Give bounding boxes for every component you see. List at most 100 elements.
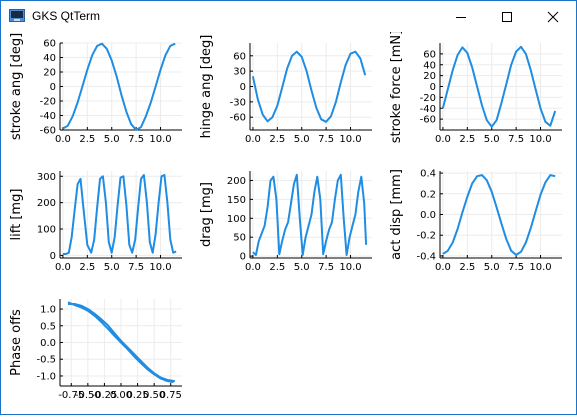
y-tick-label: 0 [240, 82, 246, 93]
y-tick-label: -40 [420, 104, 436, 115]
series-line [251, 50, 367, 123]
plot-5: 0.0 2.5 5.0 7.5 10.0 0 50 100 150 200 drag [mg] [199, 171, 372, 273]
y-tick-label: 100 [37, 225, 56, 236]
y-tick-label: 200 [227, 176, 246, 187]
y-tick-label: 0.4 [420, 169, 436, 180]
x-tick-label: 0.0 [245, 262, 261, 273]
y-axis-label: drag [mg] [199, 182, 214, 247]
plot-4: 0.0 2.5 5.0 7.5 10.0 0 100 200 300 lift [mg] [9, 171, 182, 273]
x-tick-label: 5.0 [484, 262, 500, 273]
y-tick-label: 200 [37, 198, 56, 209]
series-line [67, 301, 175, 383]
plot-7: -0.75-0.50-0.250.000.250.500.75 -1.0 -0.5 0… [9, 299, 182, 401]
y-axis-label: hinge ang [deg] [199, 35, 214, 139]
terminal-app-icon [9, 9, 25, 22]
window-title: GKS QtTerm [32, 9, 101, 23]
y-tick-label: 0 [50, 82, 56, 93]
y-tick-label: -60 [40, 126, 56, 137]
x-tick-label: 2.5 [459, 134, 475, 145]
x-tick-label: 7.5 [128, 262, 144, 273]
series-line [62, 42, 176, 131]
x-tick-label: 10.0 [149, 262, 171, 273]
x-tick-label: 5.0 [294, 262, 310, 273]
close-icon [547, 11, 559, 23]
x-tick-label: -0.25 [91, 390, 117, 401]
x-tick-label: -0.75 [58, 390, 84, 401]
x-tick-label: 5.0 [104, 262, 120, 273]
y-tick-label: 60 [233, 51, 246, 62]
plot-6: 0.0 2.5 5.0 7.5 10.0 -0.4 -0.2 0.0 0.2 0.4 act dis… [389, 169, 562, 273]
plot-1: 0.0 2.5 5.0 7.5 10.0 -60 -40 -20 0 20 40 60 stroke a… [9, 33, 182, 145]
y-tick-label: -60 [420, 115, 436, 126]
x-tick-label: 2.5 [459, 262, 475, 273]
x-tick-label: 2.5 [269, 134, 285, 145]
x-tick-label: 5.0 [484, 134, 500, 145]
x-tick-label: -0.50 [75, 390, 101, 401]
y-tick-label: 0.2 [420, 189, 436, 200]
y-axis-label: Phase offs [9, 309, 24, 376]
y-tick-label: 300 [37, 172, 56, 183]
maximize-button[interactable] [484, 1, 530, 32]
y-tick-label: 30 [233, 67, 246, 78]
title-bar[interactable]: GKS QtTerm [1, 1, 576, 32]
y-axis-label: lift [mg] [9, 189, 24, 241]
minimize-icon [456, 17, 466, 18]
x-tick-label: 7.5 [508, 134, 524, 145]
y-tick-label: 0 [430, 82, 436, 93]
x-tick-label: 5.0 [294, 134, 310, 145]
y-tick-label: 50 [233, 233, 246, 244]
x-tick-label: 0.0 [435, 262, 451, 273]
y-tick-label: 0.5 [40, 321, 56, 332]
x-tick-label: 2.5 [79, 262, 95, 273]
y-tick-label: 40 [423, 60, 436, 71]
series-line [62, 174, 177, 255]
y-tick-label: 0 [50, 251, 56, 262]
y-tick-label: -1.0 [36, 371, 56, 382]
x-tick-label: 2.5 [269, 262, 285, 273]
x-tick-label: 7.5 [128, 134, 144, 145]
x-tick-label: 5.0 [104, 134, 120, 145]
plot-canvas-area: 0.0 2.5 5.0 7.5 10.0 -60 -40 -20 0 20 40 60 stroke a… [1, 30, 576, 414]
x-tick-label: 7.5 [318, 134, 334, 145]
maximize-icon [502, 12, 512, 22]
y-axis-label: stroke force [mN] [389, 32, 404, 143]
y-tick-label: 20 [423, 71, 436, 82]
y-tick-label: -20 [40, 97, 56, 108]
x-tick-label: 7.5 [318, 262, 334, 273]
x-tick-label: 10.0 [149, 134, 171, 145]
x-tick-label: 2.5 [79, 134, 95, 145]
series-line [252, 173, 368, 256]
y-tick-label: 0 [240, 252, 246, 263]
x-tick-label: 0.0 [435, 134, 451, 145]
y-tick-label: 1.0 [40, 305, 56, 316]
x-tick-label: 0.50 [143, 390, 165, 401]
y-axis-label: stroke ang [deg] [9, 33, 24, 140]
x-tick-label: 10.0 [339, 134, 361, 145]
y-tick-label: 20 [43, 68, 56, 79]
x-tick-label: 10.0 [529, 262, 551, 273]
y-tick-label: -0.4 [416, 251, 436, 262]
y-tick-label: -0.5 [36, 355, 56, 366]
x-tick-label: 0.0 [245, 134, 261, 145]
y-tick-label: -0.2 [416, 231, 436, 242]
x-tick-label: 10.0 [339, 262, 361, 273]
y-tick-label: 40 [43, 53, 56, 64]
x-tick-label: 0.0 [55, 134, 71, 145]
series-line [441, 45, 557, 128]
y-tick-label: -40 [40, 111, 56, 122]
y-tick-label: 0.0 [40, 338, 56, 349]
plot-2: 0.0 2.5 5.0 7.5 10.0 -60 -30 0 30 60 hinge ang [de… [199, 35, 372, 145]
x-tick-label: 0.0 [55, 262, 71, 273]
x-tick-label: 0.75 [160, 390, 182, 401]
minimize-button[interactable] [438, 1, 484, 32]
close-button[interactable] [530, 1, 576, 32]
y-axis-label: act disp [mm] [389, 169, 404, 260]
y-tick-label: -30 [230, 97, 246, 108]
x-tick-label: 0.00 [110, 390, 132, 401]
x-tick-label: 7.5 [508, 262, 524, 273]
y-tick-label: 0.0 [420, 210, 436, 221]
y-tick-label: -60 [230, 113, 246, 124]
